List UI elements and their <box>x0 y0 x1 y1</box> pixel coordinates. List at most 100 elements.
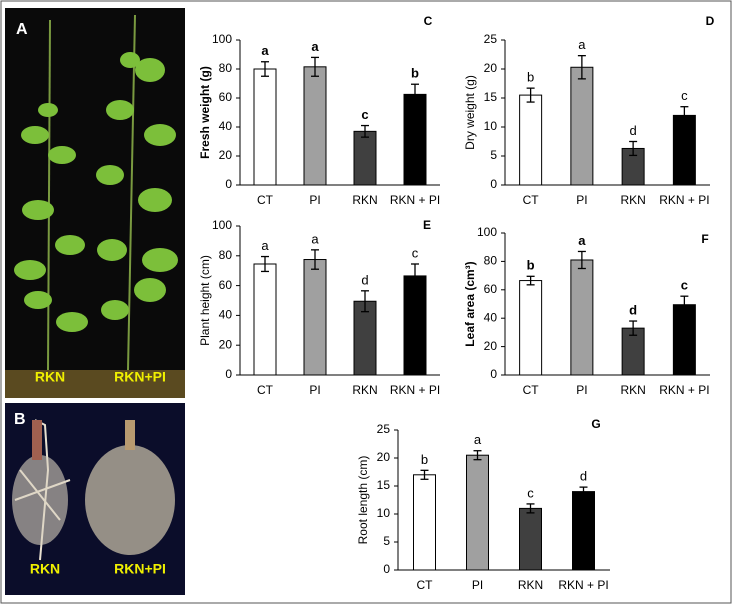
x-tick-label: RKN + PI <box>659 383 709 397</box>
roots <box>12 455 68 545</box>
y-tick-label: 0 <box>490 367 497 381</box>
stem <box>127 14 136 371</box>
significance-letter: d <box>580 469 587 484</box>
bar <box>519 280 543 376</box>
bar <box>572 491 595 571</box>
panel-label: C <box>424 14 433 28</box>
y-tick-label: 20 <box>219 148 233 162</box>
error-bar <box>526 87 535 103</box>
y-axis-label: Fresh weight (g) <box>198 66 212 159</box>
y-tick-label: 10 <box>484 119 498 133</box>
photo-caption: RKN <box>30 561 60 577</box>
chart-panel: 0 20 40 60 80 100 Plant height (cm) Ea CT a PI d RKN… <box>198 218 440 397</box>
error-bar <box>577 55 586 80</box>
photo-label: A <box>16 21 28 38</box>
panel-label: D <box>706 14 715 28</box>
error-bar <box>577 250 586 270</box>
x-tick-label: CT <box>523 193 540 207</box>
y-tick-label: 10 <box>377 506 391 520</box>
bar <box>570 66 594 186</box>
y-tick-label: 80 <box>484 254 498 268</box>
significance-letter: b <box>421 452 428 467</box>
significance-letter: b <box>527 258 535 273</box>
significance-letter: c <box>681 88 688 103</box>
error-bar <box>411 263 419 289</box>
pot <box>5 370 185 398</box>
y-tick-label: 20 <box>484 339 498 353</box>
y-tick-label: 60 <box>219 90 233 104</box>
x-tick-label: RKN + PI <box>390 383 440 397</box>
bar <box>253 263 277 376</box>
photo-caption: RKN+PI <box>114 369 166 385</box>
y-tick-label: 15 <box>377 478 391 492</box>
significance-letter: d <box>630 123 637 138</box>
y-axis-label: Plant height (cm) <box>198 255 212 346</box>
significance-letter: d <box>361 272 368 287</box>
y-axis-label: Dry weight (g) <box>463 75 477 150</box>
bar <box>353 130 377 186</box>
chart-panel: 0 20 40 60 80 100 Fresh weight (g) Ca CT a PI c RKN b… <box>198 14 440 207</box>
x-tick-label: RKN <box>620 193 645 207</box>
bar <box>466 454 489 571</box>
x-tick-label: PI <box>309 383 320 397</box>
y-tick-label: 80 <box>219 61 233 75</box>
chart-panel: 0 20 40 60 80 100 Leaf area (cm³) Fb CT a PI d RKN c R… <box>463 225 710 397</box>
error-bar <box>526 503 535 514</box>
error-bar <box>473 450 482 461</box>
error-bar <box>311 249 319 270</box>
y-tick-label: 80 <box>219 248 233 262</box>
y-tick-label: 20 <box>219 337 233 351</box>
error-bar <box>261 61 269 77</box>
significance-letter: b <box>411 66 419 81</box>
y-tick-label: 0 <box>383 562 390 576</box>
error-bar <box>261 255 269 273</box>
y-tick-label: 40 <box>484 310 498 324</box>
significance-letter: a <box>261 238 269 253</box>
y-tick-label: 25 <box>377 422 391 436</box>
y-tick-label: 100 <box>212 32 232 46</box>
y-tick-label: 40 <box>219 308 233 322</box>
significance-letter: a <box>311 39 319 54</box>
photo-a: A RKN RKN+PI <box>5 8 185 398</box>
y-tick-label: 5 <box>383 534 390 548</box>
x-tick-label: RKN <box>518 578 543 592</box>
error-bar <box>629 140 638 157</box>
y-tick-label: 0 <box>225 367 232 381</box>
y-axis-label: Root length (cm) <box>356 456 370 545</box>
bar <box>519 507 542 571</box>
root-crown <box>125 420 135 450</box>
y-tick-label: 100 <box>212 218 232 232</box>
bar <box>303 66 327 186</box>
bar <box>303 259 327 376</box>
error-bar <box>311 56 319 77</box>
error-bar <box>361 290 369 313</box>
y-tick-label: 15 <box>484 90 498 104</box>
x-tick-label: PI <box>576 193 587 207</box>
chart-panel: 0 5 10 15 20 25 Root length (cm) Gb CT a PI c RKN d RK… <box>356 417 610 592</box>
bar <box>672 114 696 186</box>
error-bar <box>526 275 535 286</box>
x-tick-label: PI <box>576 383 587 397</box>
x-tick-label: RKN + PI <box>390 193 440 207</box>
significance-letter: b <box>527 70 534 85</box>
y-tick-label: 60 <box>484 282 498 296</box>
leaves <box>14 52 178 332</box>
bar <box>403 275 427 376</box>
significance-letter: c <box>361 107 368 122</box>
significance-letter: c <box>412 245 419 260</box>
y-tick-label: 0 <box>490 177 497 191</box>
photo-b: B RKN RKN+PI <box>5 403 185 595</box>
y-tick-label: 60 <box>219 278 233 292</box>
x-tick-label: CT <box>257 383 274 397</box>
x-tick-label: RKN <box>352 383 377 397</box>
y-tick-label: 20 <box>484 61 498 75</box>
bar <box>672 304 696 376</box>
error-bar <box>411 83 419 106</box>
y-axis-label: Leaf area (cm³) <box>463 261 477 346</box>
x-tick-label: PI <box>309 193 320 207</box>
significance-letter: a <box>261 43 269 58</box>
error-bar <box>629 320 638 336</box>
stem <box>47 19 51 371</box>
x-tick-label: RKN <box>620 383 645 397</box>
